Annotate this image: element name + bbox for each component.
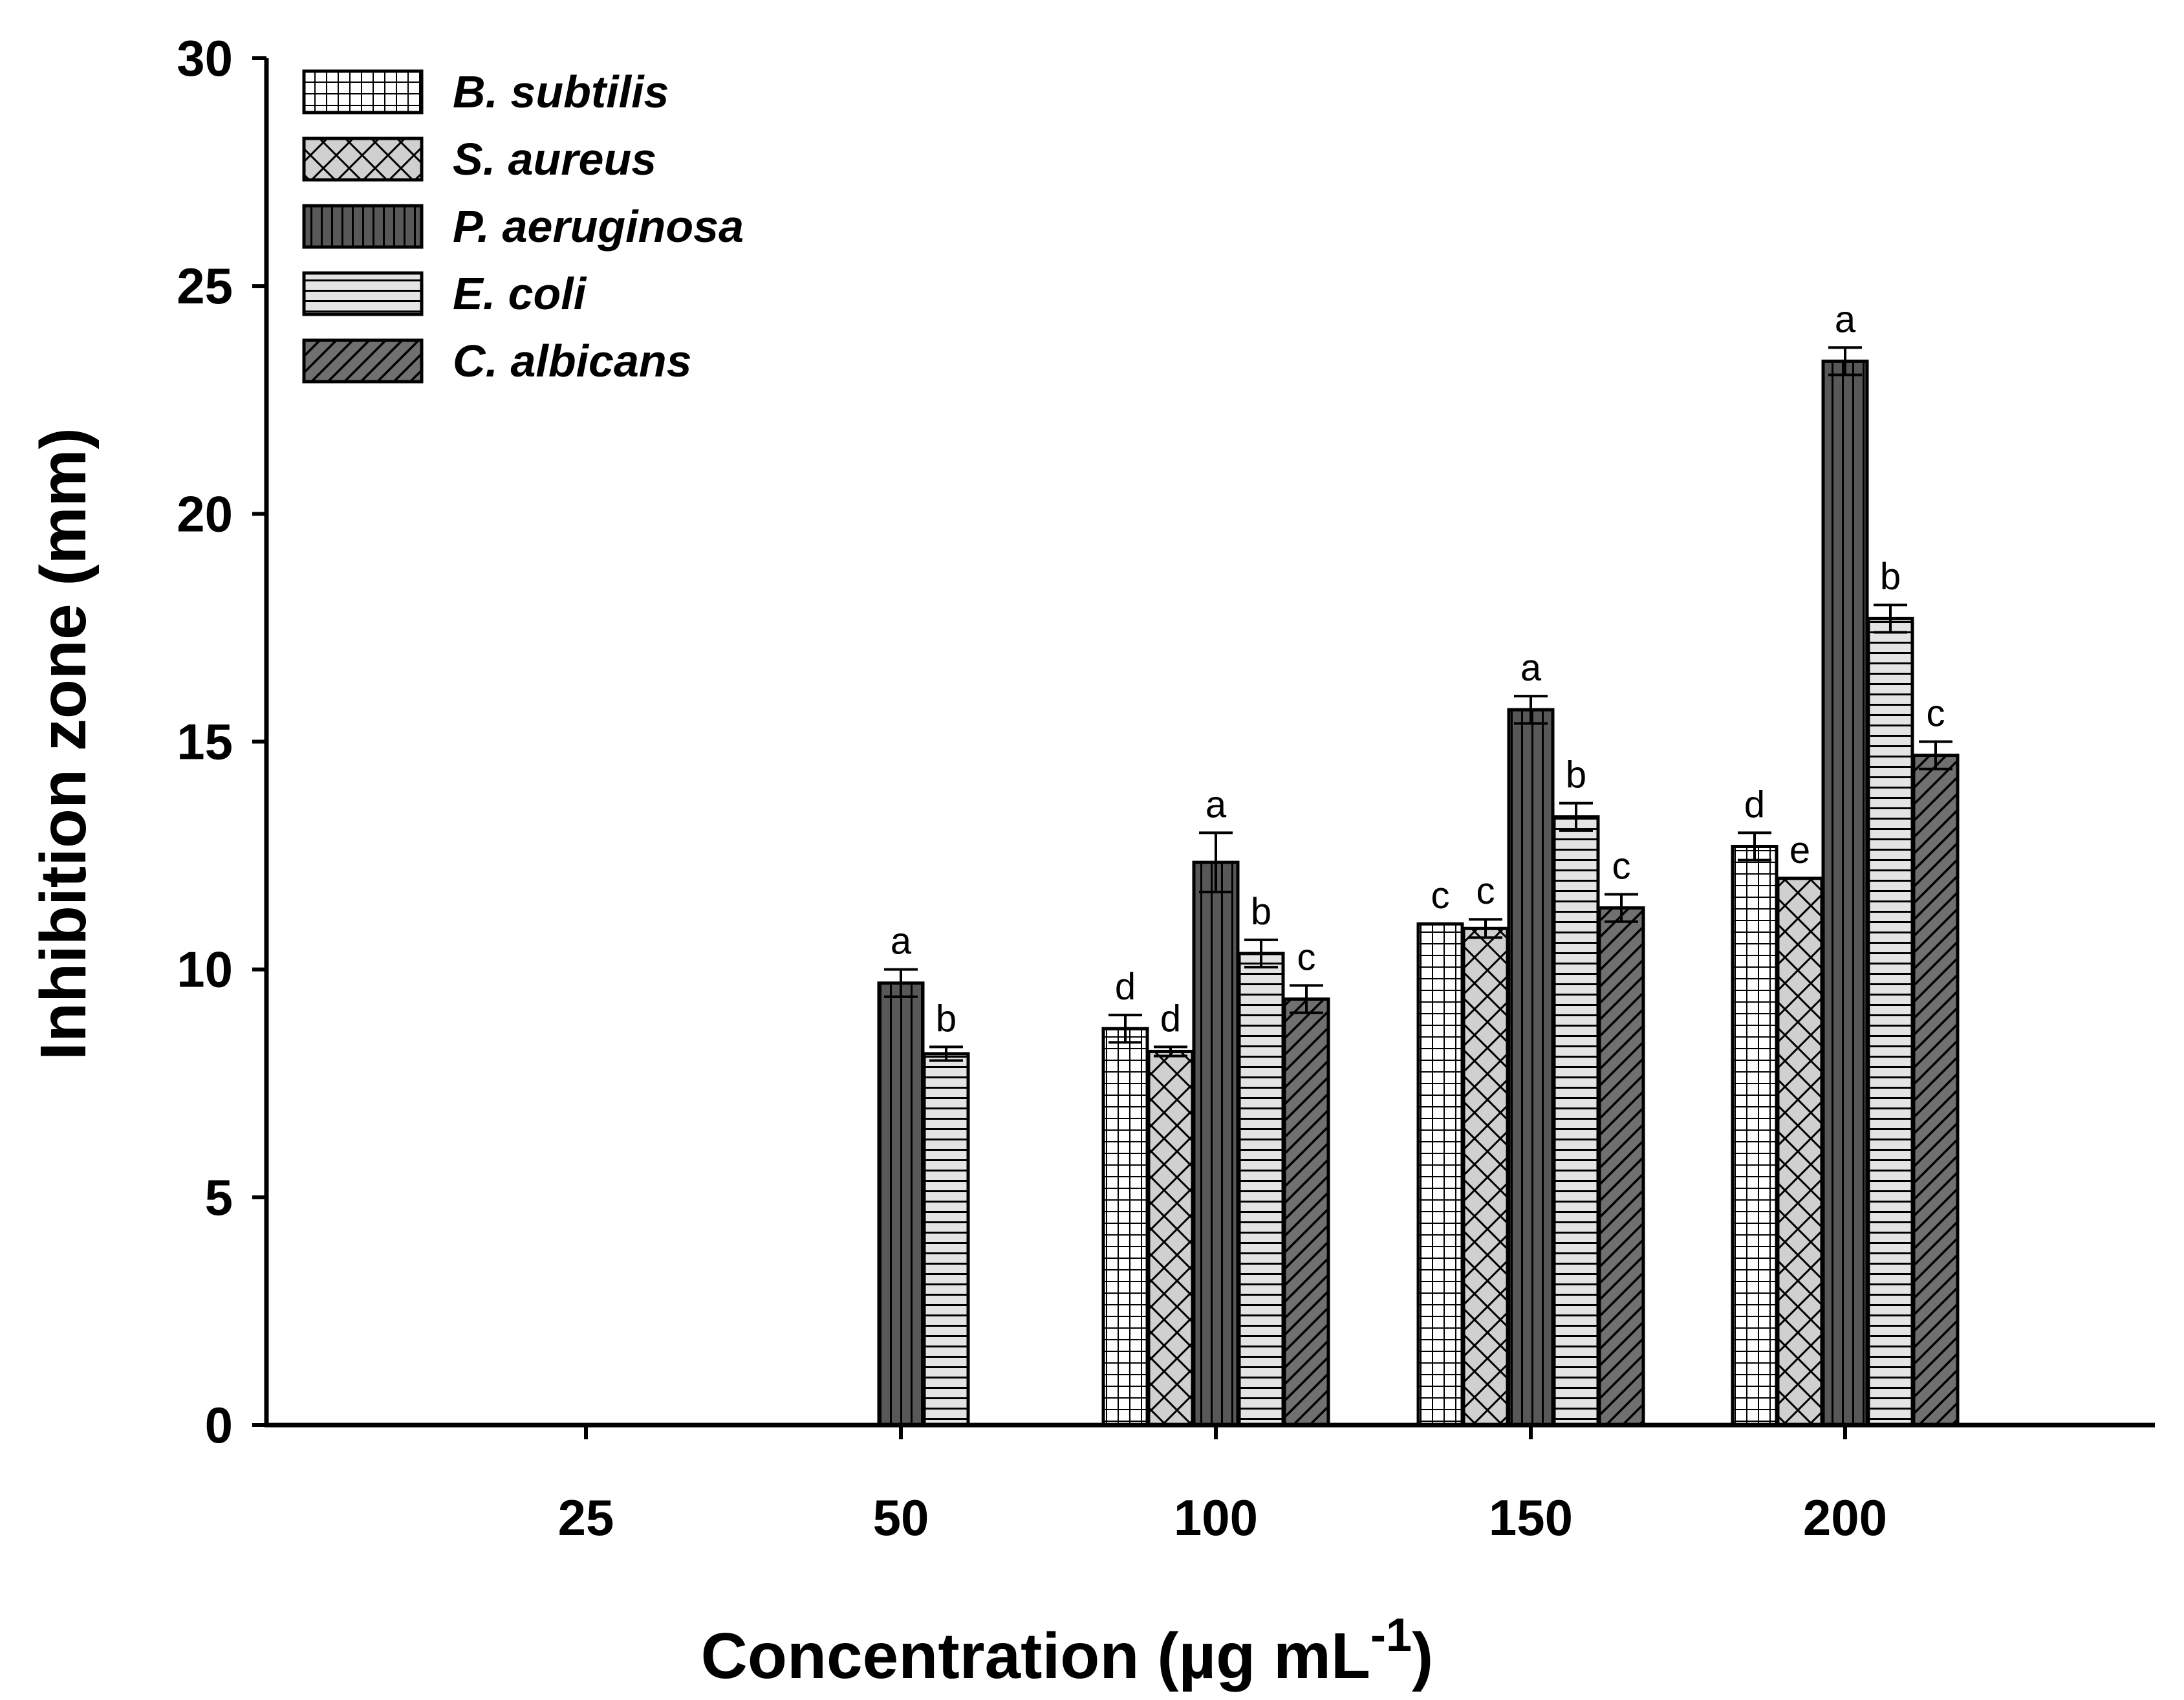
y-tick-label: 0 bbox=[205, 1397, 233, 1454]
y-tick-label: 30 bbox=[177, 30, 233, 87]
y-tick-label: 10 bbox=[177, 941, 233, 998]
y-tick-label: 25 bbox=[177, 257, 233, 314]
bar-e-coli-200 bbox=[1866, 616, 1914, 1427]
significance-label: b bbox=[1251, 891, 1271, 933]
significance-label: c bbox=[1927, 693, 1945, 735]
significance-label: a bbox=[1520, 647, 1542, 689]
legend-label-c-albicans: C. albicans bbox=[453, 336, 692, 386]
legend-label-b-subtilis: B. subtilis bbox=[453, 67, 669, 117]
bar-c-albicans-100 bbox=[1282, 997, 1330, 1427]
y-axis-ticks: 0 5 10 15 20 25 30 bbox=[177, 30, 266, 1454]
legend-swatch-s-aureus bbox=[302, 136, 424, 182]
significance-label: a bbox=[1835, 298, 1856, 340]
legend-label-e-coli: E. coli bbox=[453, 268, 587, 319]
bar-p-aeruginosa-200 bbox=[1821, 359, 1869, 1427]
bar-e-coli-100 bbox=[1237, 952, 1285, 1427]
significance-label: b bbox=[1566, 754, 1586, 796]
significance-label: a bbox=[1206, 783, 1227, 825]
bar-b-subtilis-200 bbox=[1731, 844, 1779, 1427]
bar-s-aureus-100 bbox=[1147, 1049, 1195, 1427]
y-tick-label: 20 bbox=[177, 485, 233, 542]
legend-swatch-b-subtilis bbox=[302, 69, 424, 114]
legend-swatch-p-aeruginosa bbox=[302, 204, 424, 249]
x-tick-label: 25 bbox=[558, 1489, 614, 1546]
x-axis-title-superscript: -1 bbox=[1370, 1609, 1412, 1661]
bar-s-aureus-200 bbox=[1776, 877, 1824, 1427]
bar-c-albicans-150 bbox=[1597, 906, 1645, 1427]
bar-p-aeruginosa-50 bbox=[877, 981, 925, 1427]
significance-label: a bbox=[891, 921, 912, 963]
bar-p-aeruginosa-100 bbox=[1192, 860, 1240, 1427]
significance-label: d bbox=[1115, 966, 1136, 1008]
x-tick-label: 50 bbox=[873, 1489, 929, 1546]
legend-swatch-e-coli bbox=[302, 271, 424, 316]
significance-label: c bbox=[1297, 936, 1316, 978]
x-axis-ticks: 25 50 100 150 200 bbox=[558, 1425, 1887, 1546]
significance-label: d bbox=[1160, 997, 1181, 1040]
bar-b-subtilis-100 bbox=[1101, 1027, 1149, 1427]
bar-e-coli-50 bbox=[922, 1052, 970, 1427]
y-tick-label: 15 bbox=[177, 714, 233, 770]
x-tick-label: 150 bbox=[1489, 1489, 1573, 1546]
bars-layer bbox=[877, 359, 1960, 1427]
x-tick-label: 200 bbox=[1803, 1489, 1887, 1546]
y-axis-title: Inhibition zone (mm) bbox=[27, 428, 100, 1060]
bar-e-coli-150 bbox=[1552, 815, 1600, 1427]
legend-label-p-aeruginosa: P. aeruginosa bbox=[453, 201, 744, 252]
significance-label: b bbox=[1880, 556, 1901, 598]
bar-s-aureus-150 bbox=[1462, 926, 1509, 1427]
legend: B. subtilis S. aureus P. aeruginosa E. coli… bbox=[302, 67, 744, 386]
error-bars-layer bbox=[884, 346, 1952, 1062]
bar-p-aeruginosa-150 bbox=[1507, 708, 1555, 1427]
x-tick-label: 100 bbox=[1174, 1489, 1258, 1546]
bar-c-albicans-200 bbox=[1912, 754, 1960, 1427]
significance-label: b bbox=[936, 997, 957, 1040]
significance-label: c bbox=[1431, 875, 1450, 917]
significance-label: c bbox=[1476, 870, 1495, 912]
y-tick-label: 5 bbox=[205, 1169, 233, 1226]
legend-swatch-c-albicans bbox=[302, 338, 424, 384]
bar-b-subtilis-150 bbox=[1416, 922, 1464, 1427]
legend-label-s-aureus: S. aureus bbox=[453, 134, 656, 184]
significance-label: e bbox=[1789, 829, 1810, 871]
x-axis-title: Concentration (µg mL-1) bbox=[701, 1609, 1434, 1692]
significance-label: d bbox=[1744, 783, 1765, 825]
x-axis-title-close: ) bbox=[1412, 1620, 1433, 1692]
x-axis-title-main: Concentration (µg mL bbox=[701, 1620, 1370, 1692]
significance-label: c bbox=[1612, 845, 1631, 887]
